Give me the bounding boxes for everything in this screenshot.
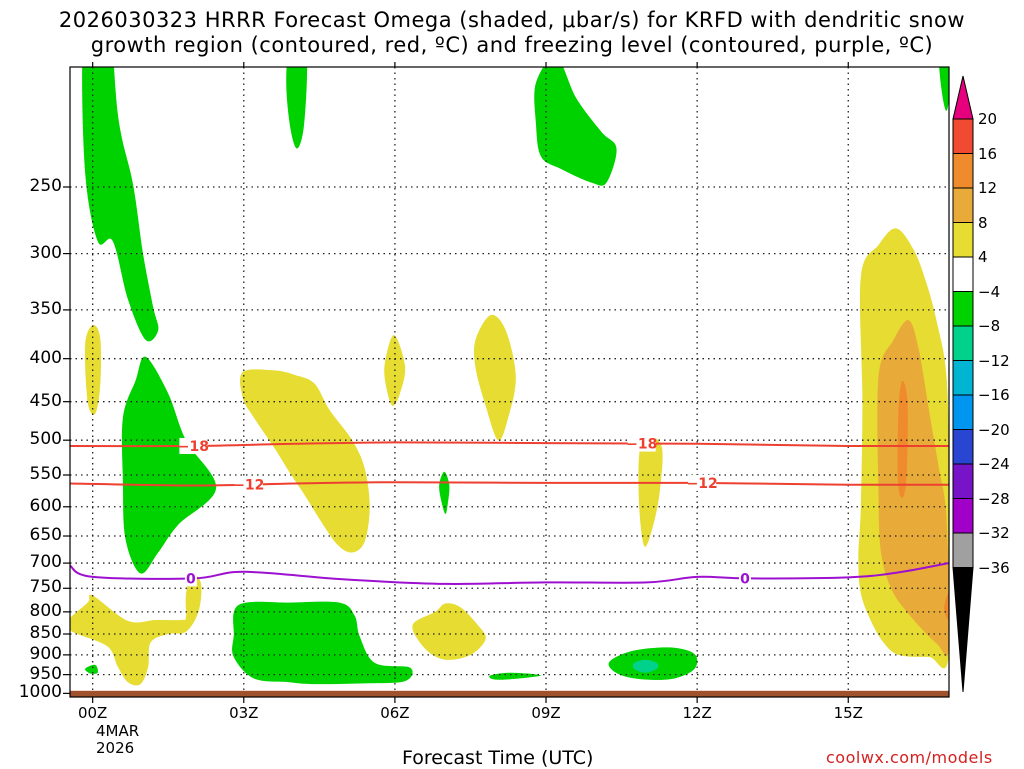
colorbar-label: 4 <box>978 248 988 266</box>
contour-label-dgz-bottom-0: −12 <box>233 477 264 493</box>
colorbar-label: −24 <box>978 455 1010 473</box>
y-tick-label-250: 250 <box>29 175 62 196</box>
omega-region-ascent-930-11z-core <box>632 659 659 673</box>
y-tick-label-500: 500 <box>29 429 62 450</box>
date-label-year: 2026 <box>96 739 135 757</box>
omega-region-ascent-930-00z <box>84 664 98 674</box>
omega-region-descent-560-11z <box>638 436 663 547</box>
chart-title-line-2: growth region (contoured, red, ºC) and f… <box>90 33 934 57</box>
date-label-day: 4MAR <box>96 722 140 740</box>
y-tick-label-400: 400 <box>29 347 62 368</box>
colorbar-bin-12 <box>952 498 974 534</box>
y-tick-label-1000: 1000 <box>18 682 62 703</box>
colorbar-bin-6 <box>952 291 974 327</box>
contour-label-dgz-top-0: −18 <box>178 439 209 455</box>
contour-label-bg <box>627 435 656 452</box>
colorbar-bin-11 <box>952 463 974 499</box>
y-tick-label-450: 450 <box>29 390 62 411</box>
contour-label-bg <box>184 570 197 587</box>
x-tick-label-00Z: 00Z <box>77 704 108 722</box>
colorbar-label: −28 <box>978 489 1010 508</box>
colorbar-bin-5 <box>952 256 974 292</box>
colorbar-label: −16 <box>978 386 1010 404</box>
contour-label-bg <box>179 437 208 454</box>
colorbar-label: −8 <box>978 317 1001 335</box>
colorbar-label: 8 <box>978 213 988 232</box>
y-tick-label-750: 750 <box>29 577 62 598</box>
contour-label-dgz-bottom-1: −12 <box>687 476 718 492</box>
y-tick-label-900: 900 <box>29 643 62 664</box>
credit-link[interactable]: coolwx.com/models <box>826 748 993 767</box>
omega-region-ascent-250-00z <box>82 67 159 342</box>
colorbar-bin-top <box>952 75 974 120</box>
below-ground-fill <box>70 690 949 697</box>
omega-region-descent-840-07z <box>412 603 486 660</box>
omega-region-ascent-270-04z <box>286 67 308 149</box>
y-tick-label-700: 700 <box>29 552 62 573</box>
x-tick-label-03Z: 03Z <box>229 704 259 722</box>
contour-label-freezing-level-1: 0 <box>740 571 750 587</box>
contour-label-bg <box>738 570 751 587</box>
y-tick-label-800: 800 <box>29 600 62 621</box>
colorbar-label: −32 <box>978 524 1010 542</box>
x-tick-label-15Z: 15Z <box>833 704 863 722</box>
y-tick-label-550: 550 <box>29 463 62 484</box>
chart-title-line-1: 2026030323 HRRR Forecast Omega (shaded, … <box>58 8 966 32</box>
omega-region-ascent-300-09z <box>534 67 617 186</box>
y-tick-label-600: 600 <box>29 495 62 516</box>
colorbar-label: 16 <box>978 144 998 163</box>
colorbar-label: −4 <box>978 282 1001 301</box>
omega-region-descent-500-03z <box>240 369 370 553</box>
omega-region-ascent-950-08z <box>489 672 541 680</box>
x-axis-title: Forecast Time (UTC) <box>402 747 594 769</box>
colorbar-label: 20 <box>978 110 998 128</box>
colorbar-bin-bottom <box>952 567 974 693</box>
colorbar-bin-8 <box>952 360 974 396</box>
colorbar-label: 12 <box>978 179 998 197</box>
plot-frame <box>69 66 950 698</box>
colorbar-bin-4 <box>952 222 974 258</box>
omega-region-descent-right-core <box>897 380 908 498</box>
contour-dgz-bottom <box>70 481 949 487</box>
x-tick-label-12Z: 12Z <box>682 704 712 722</box>
omega-region-descent-410-08z <box>473 314 516 441</box>
colorbar-label: −12 <box>978 351 1010 370</box>
y-tick-label-300: 300 <box>29 242 62 263</box>
omega-region-descent-right-edge <box>944 593 949 621</box>
contour-label-dgz-top-1: −18 <box>626 437 657 453</box>
omega-region-descent-800-00z <box>70 572 202 686</box>
colorbar-bin-9 <box>952 394 974 430</box>
y-tick-label-650: 650 <box>29 525 62 545</box>
colorbar-label: −36 <box>978 558 1010 577</box>
contour-label-bg <box>688 474 717 491</box>
colorbar-bin-2 <box>952 153 974 189</box>
y-tick-label-850: 850 <box>29 623 62 643</box>
colorbar-bin-13 <box>952 532 974 568</box>
omega-region-ascent-top-right <box>939 67 949 111</box>
x-tick-label-06Z: 06Z <box>380 704 410 722</box>
contour-label-bg <box>234 476 263 493</box>
colorbar-label: −20 <box>978 420 1010 439</box>
omega-region-ascent-880-03z <box>232 601 413 685</box>
colorbar-bin-1 <box>952 118 974 154</box>
omega-region-ascent-550-01z <box>121 356 217 574</box>
y-tick-label-350: 350 <box>29 298 62 319</box>
x-tick-label-09Z: 09Z <box>531 704 561 722</box>
contour-label-freezing-level-0: 0 <box>186 571 196 587</box>
colorbar-bin-3 <box>952 187 974 223</box>
y-tick-label-950: 950 <box>29 663 62 684</box>
colorbar-bin-10 <box>952 429 974 465</box>
colorbar-bin-7 <box>952 325 974 361</box>
